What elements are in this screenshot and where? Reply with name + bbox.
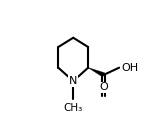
- Text: O: O: [99, 82, 108, 92]
- Text: OH: OH: [121, 63, 138, 73]
- Text: CH₃: CH₃: [64, 103, 83, 113]
- Polygon shape: [88, 68, 105, 77]
- Text: N: N: [69, 76, 77, 86]
